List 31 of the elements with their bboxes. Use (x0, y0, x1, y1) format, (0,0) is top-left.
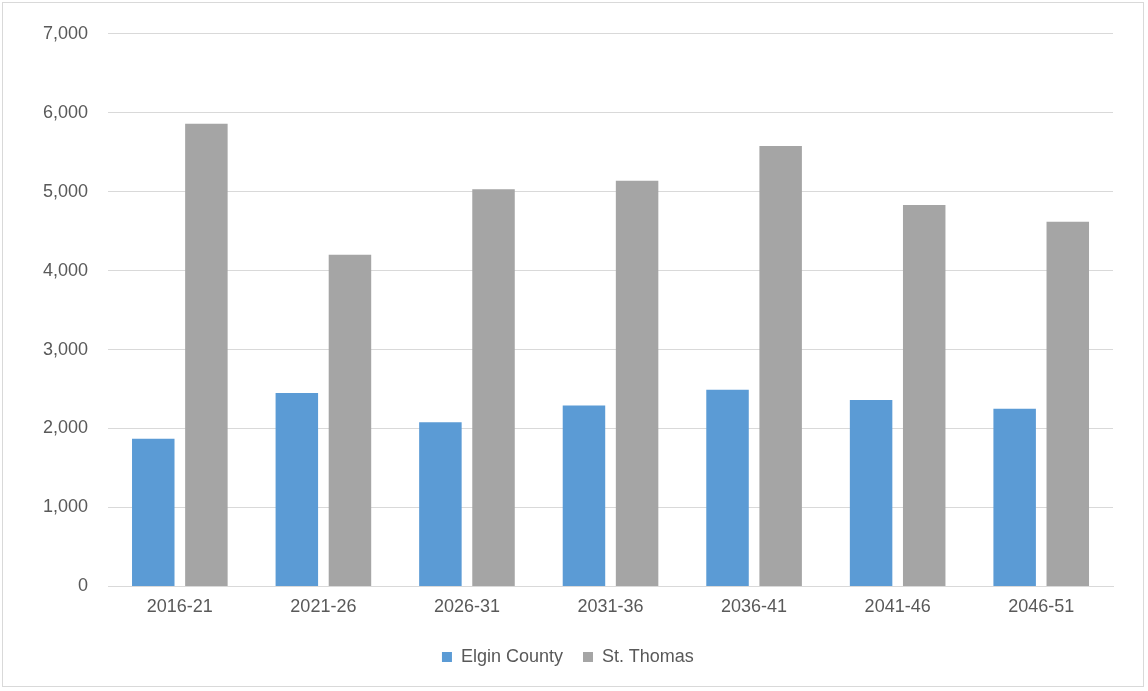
x-tick-label: 2046-51 (1008, 596, 1075, 617)
bar (328, 254, 372, 586)
bar (902, 205, 946, 586)
bar (993, 408, 1036, 586)
y-tick-label: 3,000 (43, 338, 89, 359)
y-tick-label: 0 (78, 575, 89, 596)
bar (759, 145, 802, 586)
x-tick-label: 2026-31 (433, 596, 500, 617)
bar (615, 180, 659, 586)
legend-label: Elgin County (460, 645, 564, 666)
bar (706, 389, 749, 586)
x-tick-label: 2021-26 (290, 596, 357, 617)
bar (849, 400, 893, 586)
legend-label: St. Thomas (602, 645, 694, 666)
bar (275, 392, 319, 586)
x-tick-label: 2031-36 (577, 596, 644, 617)
x-tick-label: 2041-46 (864, 596, 931, 617)
y-tick-label: 7,000 (43, 22, 89, 43)
y-tick-label: 2,000 (43, 417, 89, 438)
y-tick-label: 5,000 (43, 180, 89, 201)
bar (1046, 221, 1090, 586)
bar (472, 189, 515, 586)
y-tick-label: 4,000 (43, 259, 89, 280)
bar (185, 123, 228, 586)
bar (132, 438, 175, 586)
bar (562, 405, 606, 586)
y-tick-label: 1,000 (43, 496, 89, 517)
x-tick-label: 2036-41 (721, 596, 788, 617)
bar (419, 422, 462, 586)
x-tick-label: 2016-21 (146, 596, 213, 617)
y-tick-label: 6,000 (43, 101, 89, 122)
